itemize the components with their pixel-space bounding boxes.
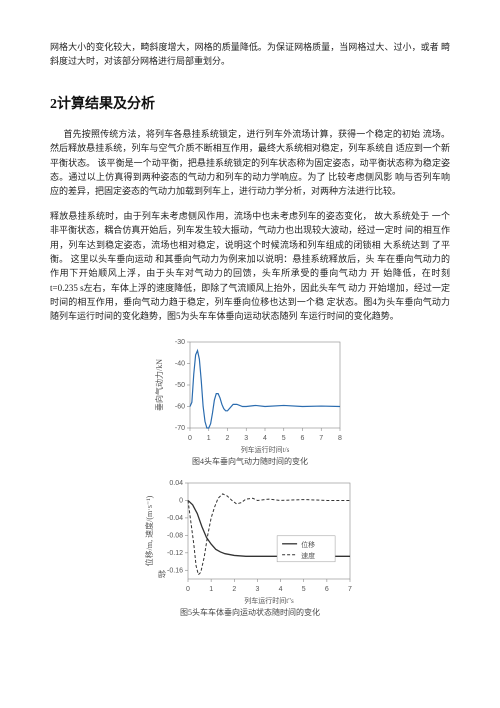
svg-text:6: 6 (301, 435, 305, 442)
svg-text:7: 7 (348, 586, 352, 593)
svg-text:列车运行时间t/s: 列车运行时间t/s (241, 445, 290, 454)
svg-text:位移/m, 速度/(m·s⁻¹): 位移/m, 速度/(m·s⁻¹) (144, 495, 154, 566)
svg-text:速度: 速度 (301, 551, 315, 560)
svg-text:列车运行时间t"s: 列车运行时间t"s (244, 596, 294, 605)
svg-text:-50: -50 (175, 382, 185, 389)
intro-tail: 网格大小的变化较大，畸斜度增大，网格的质量降低。为保证网格质量，当网格过大、过小… (50, 40, 450, 69)
svg-text:4: 4 (263, 435, 267, 442)
fig5-chart: 0.04 0 -0.04 -0.08 -0.12 -0.16 0 1 2 3 4 5 6 7 列车运行时间t… (140, 475, 360, 605)
svg-text:6: 6 (325, 586, 329, 593)
svg-text:4: 4 (279, 586, 283, 593)
svg-text:0: 0 (186, 586, 190, 593)
svg-text:-0.16: -0.16 (167, 567, 183, 574)
svg-text:2: 2 (226, 435, 230, 442)
paragraph-2: 释放悬挂系统时，由于列车未考虑侧风作用，流场中也未考虑列车的姿态变化， 故大系统… (50, 209, 450, 324)
svg-text:2: 2 (232, 586, 236, 593)
section-title: 2计算结果及分析 (50, 93, 450, 113)
svg-text:-0.08: -0.08 (167, 532, 183, 539)
svg-text:-70: -70 (175, 425, 185, 432)
svg-text:位移: 位移 (301, 540, 315, 549)
fig5-caption: 图5头车车体垂向运动状态随时间的变化 (50, 607, 450, 618)
svg-text:3: 3 (244, 435, 248, 442)
svg-text:0: 0 (188, 435, 192, 442)
svg-text:垂向气动力/kN: 垂向气动力/kN (154, 359, 164, 411)
svg-text:龄: 龄 (158, 569, 166, 579)
svg-text:-30: -30 (175, 339, 185, 346)
page: 网格大小的变化较大，畸斜度增大，网格的质量降低。为保证网格质量，当网格过大、过小… (0, 0, 500, 644)
svg-text:8: 8 (338, 435, 342, 442)
svg-text:-0.04: -0.04 (167, 515, 183, 522)
svg-text:5: 5 (302, 586, 306, 593)
svg-text:1: 1 (207, 435, 211, 442)
svg-text:5: 5 (282, 435, 286, 442)
svg-text:7: 7 (319, 435, 323, 442)
svg-text:-60: -60 (175, 403, 185, 410)
fig4-chart: -70 -60 -50 -40 -30 0 1 2 3 4 5 6 7 8 列车运行时间t/s 垂向气动力/k… (150, 334, 350, 454)
svg-text:-40: -40 (175, 360, 185, 367)
paragraph-1: 首先按照传统方法，将列车各悬挂系统锁定，进行列车外流场计算，获得一个稳定的初始 … (50, 127, 450, 199)
svg-text:0: 0 (179, 497, 183, 504)
svg-text:0.04: 0.04 (169, 480, 183, 487)
fig4-caption: 图4头车垂向气动力随时间的变化 (50, 456, 450, 467)
figure-4: -70 -60 -50 -40 -30 0 1 2 3 4 5 6 7 8 列车运行时间t/s 垂向气动力/k… (50, 334, 450, 467)
svg-text:1: 1 (209, 586, 213, 593)
figure-5: 0.04 0 -0.04 -0.08 -0.12 -0.16 0 1 2 3 4 5 6 7 列车运行时间t… (50, 475, 450, 618)
svg-text:-0.12: -0.12 (167, 550, 183, 557)
svg-text:3: 3 (255, 586, 259, 593)
